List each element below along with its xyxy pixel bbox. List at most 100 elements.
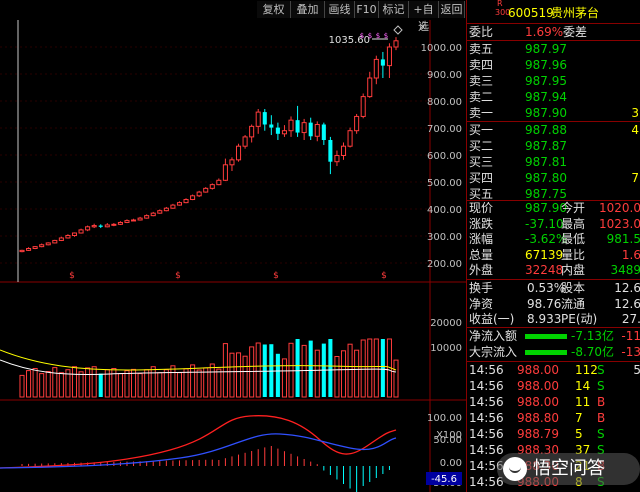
tick-side: S xyxy=(597,379,605,393)
back-button[interactable]: 返回 xyxy=(439,1,465,18)
tick-row[interactable]: 14:56 988.80 7 B xyxy=(467,410,640,426)
event-marker[interactable]: $ xyxy=(384,32,388,40)
close-icon[interactable]: × xyxy=(418,20,428,33)
fund-flow-label: 大宗流入 xyxy=(469,345,518,359)
dividend-marker[interactable]: $ xyxy=(381,271,387,281)
watermark-text: 悟空问答 xyxy=(533,458,605,479)
fund-flow-value: -7.13亿 xyxy=(571,329,615,343)
candle xyxy=(222,158,228,181)
candle xyxy=(124,219,130,224)
tick-time: 14:56 xyxy=(469,459,504,473)
bid-row[interactable]: 买四 987.80 7 xyxy=(467,170,640,186)
stat-value: 987.90 xyxy=(525,201,567,215)
tick-side: S xyxy=(597,443,605,457)
volume-bar xyxy=(39,373,45,398)
overlay-button[interactable]: 叠加 xyxy=(291,1,325,18)
tick-volume: 112 xyxy=(575,363,598,377)
bid-label: 买三 xyxy=(469,155,494,169)
volume-bar xyxy=(190,364,196,398)
ask-label: 卖五 xyxy=(469,42,494,56)
bid-row[interactable]: 买二 987.87 xyxy=(467,138,640,154)
candle xyxy=(393,37,399,51)
event-marker[interactable]: $ xyxy=(376,32,380,40)
fund-flow-row[interactable]: 净流入额 -7.13亿 -11 xyxy=(467,328,640,344)
dividend-marker[interactable]: $ xyxy=(175,271,181,281)
stat-row[interactable]: 总量 67139 量比 1.6 xyxy=(467,247,640,263)
tick-row[interactable]: 14:56 988.00 112 S 5 xyxy=(467,362,640,378)
volume-bar xyxy=(131,368,137,398)
candle xyxy=(269,115,274,136)
tick-time: 14:56 xyxy=(469,363,504,377)
macd-current-value: -45.6 xyxy=(431,474,457,485)
bid-row[interactable]: 买三 987.81 xyxy=(467,154,640,170)
stat-row[interactable]: 涨幅 -3.62% 最低 981.5 xyxy=(467,231,640,247)
fund-flow-row[interactable]: 大宗流入 -8.70亿 -13 xyxy=(467,344,640,360)
candle xyxy=(262,109,267,131)
bid-row[interactable]: 买五 987.75 xyxy=(467,186,640,202)
event-marker[interactable]: $ xyxy=(368,32,372,40)
ask-row[interactable]: 卖五 987.97 xyxy=(467,41,640,57)
bid-row[interactable]: 买一 987.88 4 xyxy=(467,122,640,138)
f10-button[interactable]: F10 xyxy=(355,1,379,18)
fundamental-label: 股本 xyxy=(561,281,586,295)
stat-value: 1020.0 xyxy=(599,201,640,215)
volume-bar xyxy=(196,369,202,398)
tick-volume: 14 xyxy=(575,379,591,393)
volume-bar xyxy=(288,342,294,398)
ask-row[interactable]: 卖四 987.96 xyxy=(467,57,640,73)
scroll-diamond-icon[interactable] xyxy=(393,25,403,35)
ask-row[interactable]: 卖三 987.95 xyxy=(467,73,640,89)
stat-row[interactable]: 涨跌 -37.10 最高 1023.0 xyxy=(467,216,640,232)
add-watchlist-button[interactable]: +自选 xyxy=(409,1,439,33)
tick-side: S xyxy=(597,427,605,441)
fundamental-row[interactable]: 净资 98.76 流通 12.6 xyxy=(467,296,640,312)
ask-row[interactable]: 卖一 987.90 3 xyxy=(467,105,640,121)
volume-bar xyxy=(78,371,84,398)
tick-volume: 7 xyxy=(575,411,583,425)
volume-bar xyxy=(222,343,228,398)
fundamental-label: PE(动) xyxy=(561,312,598,327)
volume-bar xyxy=(170,365,176,398)
tick-row[interactable]: 14:56 988.00 14 S xyxy=(467,378,640,394)
bid-volume: 7 xyxy=(631,171,639,185)
candle xyxy=(360,93,366,119)
stat-row[interactable]: 现价 987.90 今开 1020.0 xyxy=(467,200,640,216)
candle xyxy=(328,136,333,175)
candle xyxy=(78,228,84,234)
ask-label: 卖四 xyxy=(469,58,494,72)
tick-time: 14:56 xyxy=(469,475,504,489)
fund-flow-tail: -11 xyxy=(621,329,640,343)
volume-bar xyxy=(209,363,215,398)
candle xyxy=(163,206,169,212)
fuquan-button[interactable]: 复权 xyxy=(257,1,291,18)
candle xyxy=(111,223,117,227)
volume-axis-label: 20000 xyxy=(430,318,462,329)
ask-row[interactable]: 卖二 987.94 xyxy=(467,89,640,105)
dividend-marker[interactable]: $ xyxy=(273,271,279,281)
volume-bar xyxy=(301,344,307,398)
volume-axis-label: X100 xyxy=(436,430,462,441)
dividend-marker[interactable]: $ xyxy=(69,271,75,281)
stat-row[interactable]: 外盘 32248 内盘 3489 xyxy=(467,262,640,278)
stock-name[interactable]: 贵州茅台 xyxy=(551,6,600,20)
volume-bar xyxy=(45,371,51,398)
volume-bar xyxy=(235,352,242,398)
stat-label: 最高 xyxy=(561,216,586,231)
tick-row[interactable]: 14:56 988.00 11 B xyxy=(467,394,640,410)
weibi-label: 委比 xyxy=(469,25,494,39)
bid-price: 987.75 xyxy=(525,187,567,201)
draw-line-button[interactable]: 画线 xyxy=(325,1,355,18)
kline-chart[interactable]: 1000.00 900.00 800.00 700.00 600.00 500.00 400… xyxy=(0,20,466,492)
stat-label: 涨跌 xyxy=(469,216,494,231)
candle xyxy=(380,51,385,78)
price-axis-label: 300.00 xyxy=(427,232,462,243)
event-marker[interactable]: $ xyxy=(360,32,364,40)
volume-bar xyxy=(314,349,320,398)
candle xyxy=(229,157,235,171)
mark-button[interactable]: 标记 xyxy=(379,1,409,18)
tick-row[interactable]: 14:56 988.79 5 S xyxy=(467,426,640,442)
fundamental-row[interactable]: 收益(一) 8.933 PE(动) 27. xyxy=(467,311,640,327)
candle xyxy=(249,124,255,143)
tick-extra: 5 xyxy=(633,363,640,377)
fundamental-row[interactable]: 换手 0.53% 股本 12.6 xyxy=(467,280,640,296)
